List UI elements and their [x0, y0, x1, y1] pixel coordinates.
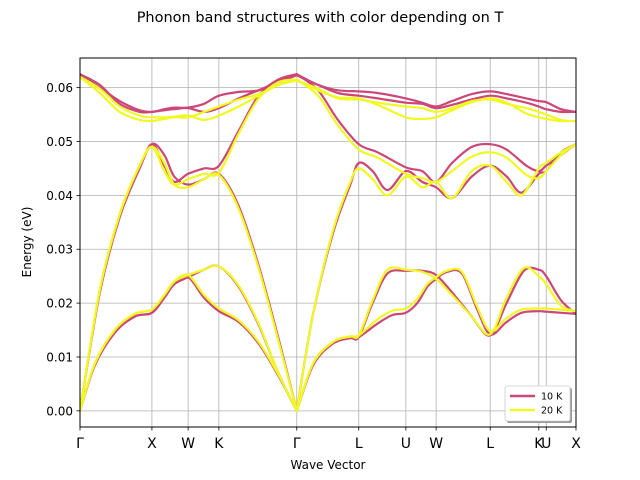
x-tick-label: K	[534, 436, 544, 452]
band-line-10k	[295, 143, 576, 412]
y-tick-label: 0.03	[46, 243, 73, 257]
x-tick-label: L	[486, 436, 494, 452]
x-tick-label: W	[429, 436, 443, 452]
band-line-10k	[295, 73, 576, 113]
x-tick-label: W	[181, 436, 195, 452]
band-line-20k	[80, 75, 298, 123]
x-tick-label: U	[401, 436, 411, 452]
legend: 10 K 20 K	[504, 385, 572, 423]
band-line-10k	[295, 73, 576, 184]
x-tick-label: U	[541, 436, 551, 452]
y-tick-label: 0.05	[46, 135, 73, 149]
legend-label: 10 K	[541, 392, 563, 403]
y-tick-label: 0.01	[46, 350, 73, 364]
band-lines	[80, 73, 576, 412]
band-line-20k	[295, 79, 570, 123]
y-axis-ticks: 0.00 0.01 0.02 0.03 0.04 0.05 0.06	[46, 81, 80, 418]
y-axis-label: Energy (eV)	[20, 207, 34, 278]
x-tick-label: X	[571, 436, 581, 452]
plot-frame	[79, 57, 577, 428]
band-line-20k	[80, 78, 298, 412]
band-line-20k	[80, 75, 298, 121]
y-tick-label: 0.04	[46, 189, 73, 203]
band-line-20k	[295, 78, 576, 184]
band-line-10k	[80, 73, 298, 114]
y-tick-label: 0.00	[46, 404, 73, 418]
band-line-20k	[295, 78, 576, 123]
band-line-10k	[295, 266, 576, 412]
band-line-20k	[295, 266, 576, 412]
y-tick-label: 0.02	[46, 297, 73, 311]
x-tick-label: Γ	[293, 436, 301, 452]
x-tick-label: L	[355, 436, 363, 452]
band-line-10k	[295, 74, 576, 114]
band-line-20k	[80, 273, 298, 412]
legend-label: 20 K	[541, 406, 563, 417]
x-tick-label: K	[214, 436, 224, 452]
y-tick-label: 0.06	[46, 81, 73, 95]
x-axis-ticks: Γ X W K Γ L U W L KU X	[76, 427, 581, 452]
legend-box	[504, 385, 571, 422]
x-tick-label: Γ	[76, 436, 84, 452]
x-tick-label: X	[147, 436, 157, 452]
grid-lines	[79, 58, 577, 427]
chart-title: Phonon band structures with color depend…	[137, 10, 504, 26]
x-axis-label: Wave Vector	[291, 458, 366, 472]
